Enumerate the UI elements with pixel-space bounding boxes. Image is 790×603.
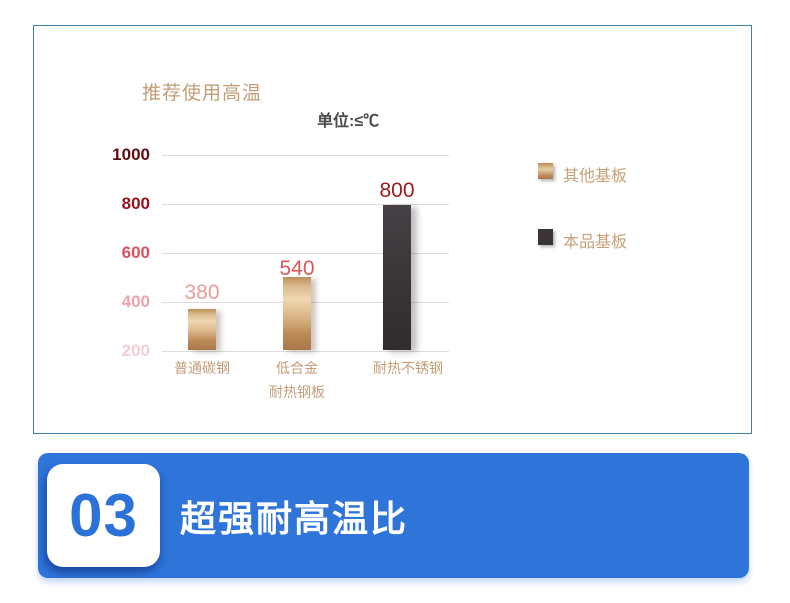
xlabel-ordinary-carbon-steel: 普通碳钢 [142, 356, 262, 380]
ytick-600: 600 [121, 243, 150, 262]
bar-value-label: 800 [379, 179, 415, 202]
gridline-800 [162, 204, 449, 205]
chart-unit-label: 单位:≤℃ [317, 113, 380, 130]
ytick-1000: 1000 [112, 145, 150, 164]
bar-value-label: 380 [184, 281, 220, 304]
chart-panel: 推荐使用高温 单位:≤℃ 1000 800 600 400 200 380 54… [33, 25, 752, 434]
xlabel-line: 耐热钢板 [269, 384, 325, 400]
section-banner: 03 超强耐高温比 [38, 453, 749, 578]
legend-swatch-this-product-substrate [538, 229, 553, 245]
ytick-400: 400 [121, 292, 150, 311]
bar-ordinary-carbon-steel [188, 309, 216, 350]
legend-label-other-substrate: 其他基板 [563, 168, 628, 185]
xlabel-line: 耐热不锈钢 [373, 360, 443, 376]
legend-label-this-product-substrate: 本品基板 [563, 234, 628, 251]
legend-swatch-other-substrate [538, 163, 553, 179]
ytick-200: 200 [121, 341, 150, 360]
chart-title: 推荐使用高温 [142, 83, 263, 104]
section-number: 03 [69, 482, 138, 549]
section-title: 超强耐高温比 [180, 497, 409, 539]
bar-low-alloy-heat-resistant-steel [283, 277, 311, 350]
gridline-1000 [162, 155, 449, 156]
xlabel-line: 普通碳钢 [174, 360, 230, 376]
section-number-card: 03 [47, 464, 160, 567]
xlabel-line: 低合金 [276, 360, 318, 376]
bar-value-label: 540 [279, 257, 315, 280]
gridline-200 [162, 351, 449, 352]
xlabel-heat-resistant-stainless-steel: 耐热不锈钢 [339, 356, 477, 380]
xlabel-low-alloy-heat-resistant-steel: 低合金 耐热钢板 [237, 356, 357, 404]
ytick-800: 800 [121, 194, 150, 213]
gridline-600 [162, 253, 449, 254]
bar-heat-resistant-stainless-steel [383, 205, 411, 350]
